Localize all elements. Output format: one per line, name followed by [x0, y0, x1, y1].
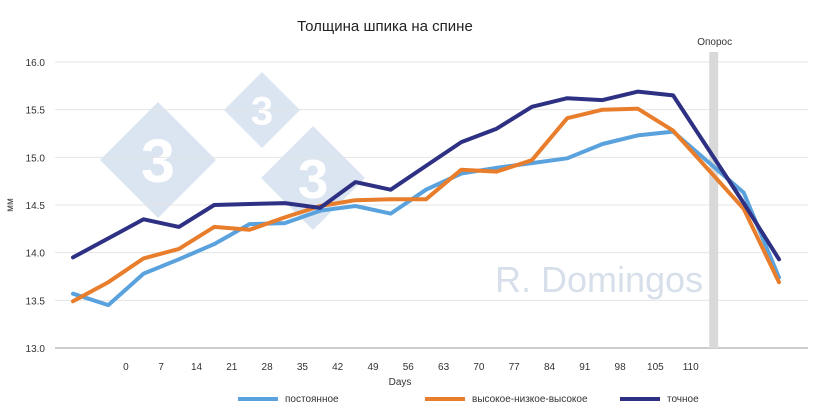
y-tick-label: 14.0 [26, 249, 46, 260]
series-line-1 [71, 129, 781, 308]
logo-diamond [100, 102, 216, 218]
legend-label: точное [667, 394, 699, 405]
logo-digit: 3 [251, 89, 273, 133]
y-axis-ticks: 13.0 13.5 14.0 14.5 15.0 15.5 16.0 [26, 58, 46, 355]
legend-label: постоянное [285, 394, 339, 405]
series-lines [71, 89, 781, 308]
x-tick-label: 77 [509, 362, 521, 373]
x-axis-ticks: 0 7 14 21 28 35 42 49 56 63 70 77 84 91 98 105 110 [123, 362, 699, 373]
series-line-2 [71, 106, 781, 304]
y-tick-label: 15.0 [26, 153, 46, 164]
watermark-text: R. Domingos [495, 259, 703, 300]
legend-label: высокое-низкое-высокое [472, 394, 588, 405]
x-tick-label: 14 [191, 362, 203, 373]
x-tick-label: 91 [579, 362, 591, 373]
x-tick-label: 63 [438, 362, 450, 373]
x-tick-label: 0 [123, 362, 129, 373]
x-tick-label: 84 [544, 362, 556, 373]
x-tick-label: 28 [262, 362, 274, 373]
y-tick-label: 13.5 [26, 296, 46, 307]
series-line-3 [71, 89, 781, 262]
logo-digit: 3 [298, 148, 329, 210]
x-tick-label: 7 [158, 362, 164, 373]
y-axis-label: мм [5, 198, 16, 212]
y-tick-label: 15.5 [26, 106, 46, 117]
grid-lines [55, 61, 808, 349]
x-tick-label: 56 [403, 362, 415, 373]
x-tick-label: 110 [683, 362, 699, 373]
x-tick-label: 42 [332, 362, 344, 373]
x-axis-label: Days [389, 377, 412, 388]
x-tick-label: 105 [647, 362, 664, 373]
legend: постоянное высокое-низкое-высокое точное [238, 394, 699, 405]
chart-title: Толщина шпика на спине [297, 18, 473, 35]
x-tick-label: 49 [367, 362, 379, 373]
farrowing-label: Опорос [697, 37, 732, 48]
y-tick-label: 14.5 [26, 201, 46, 212]
y-tick-label: 13.0 [26, 344, 46, 355]
logo-watermark: 333 [100, 72, 365, 230]
x-tick-label: 21 [226, 362, 238, 373]
x-tick-label: 35 [297, 362, 309, 373]
y-tick-label: 16.0 [26, 58, 46, 69]
x-tick-label: 70 [473, 362, 485, 373]
farrowing-band [709, 52, 719, 348]
logo-digit: 3 [141, 127, 175, 195]
x-tick-label: 98 [615, 362, 627, 373]
